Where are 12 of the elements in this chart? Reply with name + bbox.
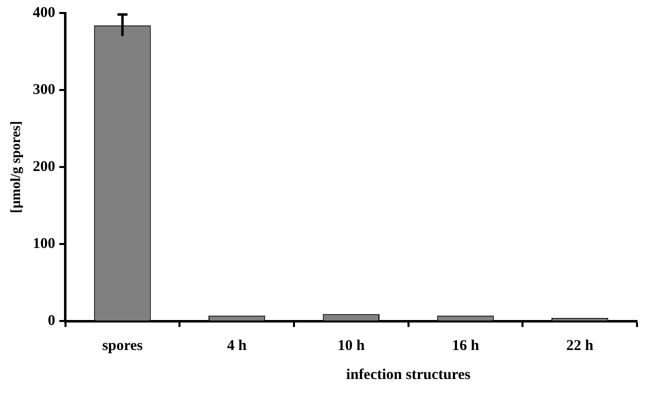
y-tick-label: 300 <box>32 82 56 98</box>
y-tick-label: 200 <box>32 158 56 175</box>
x-tick-label: 4 h <box>227 338 248 354</box>
x-tick-label: 10 h <box>338 338 366 354</box>
x-tick-label: spores <box>102 338 143 354</box>
y-tick-label: 100 <box>32 236 56 252</box>
x-tick-label: 16 h <box>452 338 480 354</box>
y-axis-title: [µmol/g spores] <box>9 120 24 214</box>
y-tick-label: 0 <box>48 312 56 329</box>
x-axis-title: infection structures <box>346 367 471 383</box>
x-tick-label: 22 h <box>566 338 594 354</box>
y-tick-label: 400 <box>32 4 56 21</box>
